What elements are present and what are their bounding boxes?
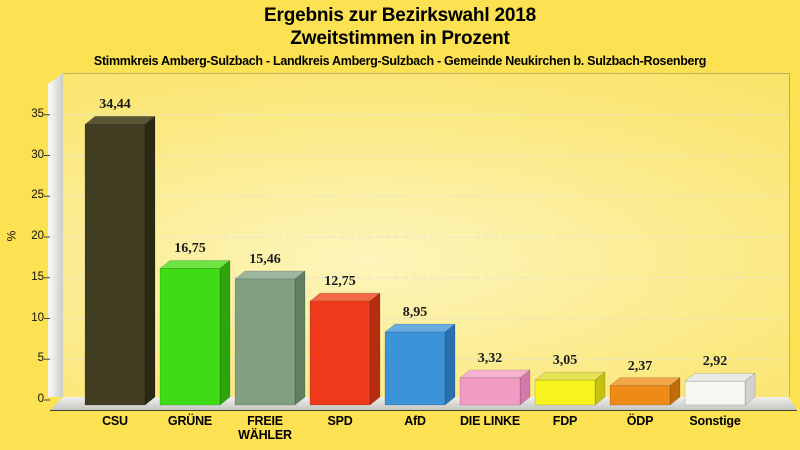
bar-top-face: [159, 260, 231, 269]
y-axis-tick-label: 15: [31, 270, 44, 283]
bar-CSU: [84, 115, 156, 406]
category-label-Sonstige: Sonstige: [689, 414, 741, 428]
bar-FREIE WÄHLER: [234, 270, 306, 406]
bar-SPD: [309, 292, 381, 406]
bar-top-face: [234, 270, 306, 280]
bar-top-face: [459, 369, 531, 379]
bar-AfD: [384, 323, 456, 406]
category-label-FDP: FDP: [552, 414, 578, 428]
bar-value-label: 3,32: [477, 350, 503, 366]
y-axis-tick-label: 0: [37, 393, 44, 405]
bar-front-face: [309, 300, 371, 406]
category-label-SPD: SPD: [327, 414, 353, 428]
bar-front-face: [234, 278, 296, 406]
bar-value-label: 12,75: [324, 274, 356, 290]
category-label-GRÜNE: GRÜNE: [167, 414, 213, 428]
bar-value-label: 3,05: [552, 353, 578, 369]
bar-side-face: [294, 270, 306, 406]
bar-value-label: 2,92: [702, 354, 728, 370]
y-axis-tick-label: 35: [31, 107, 44, 120]
bar-front-face: [84, 124, 146, 406]
bar-value-label: 16,75: [174, 241, 206, 257]
bar-front-face: [534, 379, 596, 406]
bar-top-face: [534, 371, 606, 381]
y-axis-tick-label: 5: [37, 352, 44, 365]
category-label-AfD: AfD: [404, 414, 426, 428]
y-axis-tick-label: 30: [31, 148, 44, 161]
y-axis-tick-label: 20: [31, 230, 44, 242]
category-label-ÖDP: ÖDP: [626, 414, 654, 428]
bar-top-face: [684, 372, 756, 382]
bar-value-label: 2,37: [627, 358, 653, 374]
chart-header: Ergebnis zur Bezirkswahl 2018 Zweitstimm…: [0, 4, 800, 68]
bar-DIE LINKE: [459, 369, 531, 406]
plot-3d-left-wall: [48, 73, 63, 397]
bar-front-face: [684, 380, 746, 406]
category-label-FREIE WÄHLER: FREIE WÄHLER: [238, 414, 292, 442]
bar-front-face: [384, 331, 446, 406]
chart-title-line1: Ergebnis zur Bezirkswahl 2018: [264, 5, 536, 26]
chart-title-line2: Zweitstimmen in Prozent: [290, 28, 510, 49]
bar-ÖDP: [609, 377, 681, 406]
bar-Sonstige: [684, 372, 756, 406]
bar-top-face: [309, 292, 381, 302]
bar-GRÜNE: [159, 259, 231, 406]
bar-value-label: 8,95: [402, 305, 428, 321]
bar-value-label: 34,44: [99, 97, 131, 113]
bar-top-face: [384, 323, 456, 333]
category-label-DIE LINKE: DIE LINKE: [459, 414, 520, 428]
bar-value-label: 15,46: [249, 252, 281, 267]
bar-front-face: [159, 268, 221, 406]
bar-top-face: [609, 377, 681, 386]
category-label-CSU: CSU: [102, 414, 128, 428]
bar-side-face: [144, 115, 156, 406]
bar-top-face: [84, 116, 156, 125]
y-axis-tick-label: 10: [31, 311, 44, 324]
bar-FDP: [534, 371, 606, 406]
bar-front-face: [609, 385, 671, 406]
bar-front-face: [459, 377, 521, 406]
bar-side-face: [219, 259, 231, 406]
y-axis-tick-label: 25: [31, 189, 44, 202]
chart-subtitle: Stimmkreis Amberg-Sulzbach - Landkreis A…: [93, 54, 707, 68]
